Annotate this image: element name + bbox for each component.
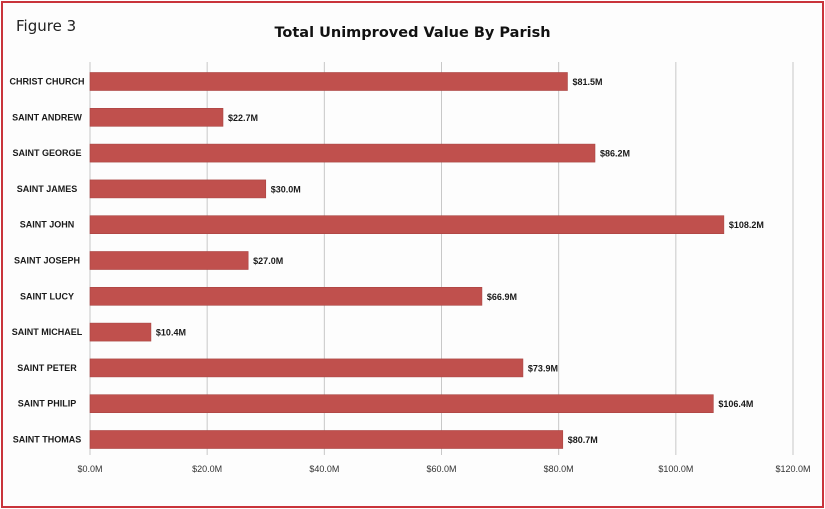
category-label: SAINT JAMES <box>17 184 78 194</box>
x-tick-label: $120.0M <box>775 464 810 474</box>
data-label: $80.7M <box>568 435 598 445</box>
data-label: $86.2M <box>600 149 630 159</box>
category-label: SAINT PETER <box>17 363 77 373</box>
bar <box>89 358 524 378</box>
x-tick-label: $40.0M <box>309 464 339 474</box>
category-label: SAINT JOSEPH <box>14 256 80 266</box>
bar <box>89 179 267 199</box>
category-label: SAINT ANDREW <box>12 112 82 122</box>
x-tick-label: $100.0M <box>658 464 693 474</box>
bar <box>89 108 224 127</box>
category-label: SAINT MICHAEL <box>12 327 83 337</box>
figure-label: Figure 3 <box>16 17 77 35</box>
bar <box>89 215 725 234</box>
category-label: SAINT LUCY <box>20 291 74 301</box>
category-label: CHRIST CHURCH <box>10 77 85 87</box>
bar <box>89 322 152 342</box>
data-label: $66.9M <box>487 292 517 302</box>
data-label: $106.4M <box>718 399 753 409</box>
data-label: $73.9M <box>528 363 558 373</box>
x-tick-label: $20.0M <box>192 464 222 474</box>
x-tick-label: $0.0M <box>77 464 102 474</box>
category-label: SAINT PHILIP <box>18 399 77 409</box>
category-label: SAINT GEORGE <box>12 148 81 158</box>
x-tick-label: $80.0M <box>544 464 574 474</box>
bar <box>89 394 714 414</box>
bar <box>89 143 596 163</box>
bar <box>89 286 483 306</box>
data-label: $27.0M <box>253 256 283 266</box>
data-label: $81.5M <box>572 77 602 87</box>
category-label: SAINT JOHN <box>20 220 75 230</box>
data-label: $10.4M <box>156 328 186 338</box>
data-label: $30.0M <box>271 184 301 194</box>
data-label: $22.7M <box>228 113 258 123</box>
category-label: SAINT THOMAS <box>13 435 82 445</box>
x-tick-label: $60.0M <box>426 464 456 474</box>
bar <box>89 430 564 449</box>
bar <box>89 251 249 270</box>
data-label: $108.2M <box>729 220 764 230</box>
bar <box>89 72 568 91</box>
chart-title: Total Unimproved Value By Parish <box>274 25 551 41</box>
